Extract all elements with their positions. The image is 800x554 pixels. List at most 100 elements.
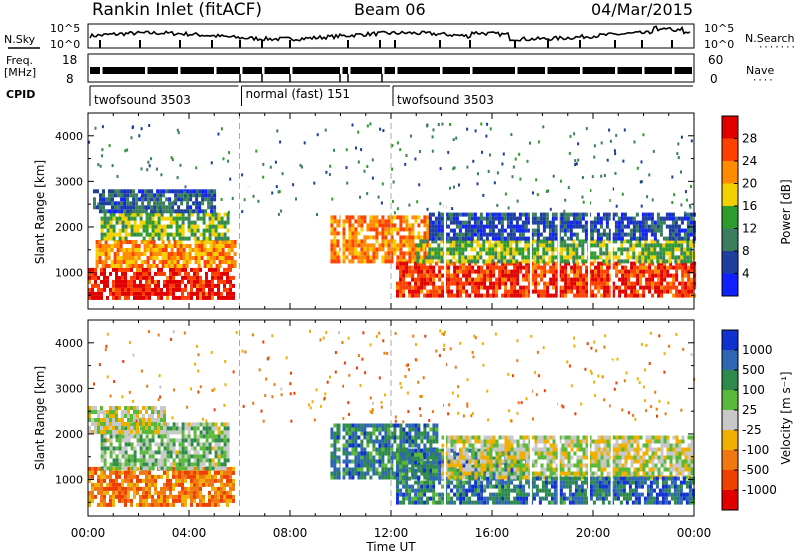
heatmap-cell <box>468 281 472 286</box>
heatmap-cell <box>473 239 477 244</box>
heatmap-cell <box>199 279 202 284</box>
heatmap-cell <box>357 423 361 428</box>
heatmap-cell <box>678 281 682 286</box>
heatmap-cell <box>494 243 498 248</box>
heatmap-cell <box>162 205 166 210</box>
heatmap-cell <box>465 265 469 270</box>
heatmap-cell <box>217 295 220 300</box>
heatmap-cell <box>160 228 164 233</box>
heatmap-cell <box>387 215 391 220</box>
heatmap-cell <box>183 209 187 214</box>
heatmap-cell <box>172 450 176 455</box>
heatmap-cell <box>399 431 403 436</box>
heatmap-cell <box>214 422 218 427</box>
heatmap-cell <box>453 452 457 457</box>
heatmap-cell <box>626 224 630 229</box>
heatmap-cell <box>594 293 598 298</box>
heatmap-cell <box>656 220 660 225</box>
heatmap-cell <box>366 251 370 256</box>
heatmap-cell <box>620 251 624 256</box>
heatmap-cell <box>426 460 430 465</box>
heatmap-cell <box>223 442 227 447</box>
heatmap-cell <box>390 243 394 248</box>
heatmap-cell <box>167 256 171 260</box>
heatmap-cell <box>123 197 127 202</box>
heatmap-cell <box>142 418 145 422</box>
heatmap-cell <box>456 285 460 290</box>
heatmap-cell <box>518 212 522 217</box>
heatmap-cell <box>190 454 194 459</box>
heatmap-cell <box>136 434 140 439</box>
heatmap-cell <box>106 466 110 471</box>
heatmap-cell <box>605 224 609 229</box>
heatmap-cell <box>336 447 340 452</box>
heatmap-cell <box>148 406 151 410</box>
heatmap-cell <box>624 265 628 270</box>
heatmap-cell <box>151 216 155 221</box>
heatmap-cell <box>187 279 190 284</box>
heatmap-cell <box>506 236 510 241</box>
heatmap-cell <box>566 247 570 252</box>
heatmap-cell <box>684 293 688 298</box>
heatmap-cell <box>441 496 445 501</box>
heatmap-cell <box>627 281 631 286</box>
heatmap-cell <box>494 247 498 252</box>
heatmap-cell <box>633 269 637 274</box>
heatmap-cell <box>199 482 202 487</box>
heatmap-cell <box>153 193 157 198</box>
heatmap-cell <box>372 443 376 448</box>
heatmap-cell <box>480 273 484 278</box>
heatmap-cell <box>214 224 218 229</box>
heatmap-cell <box>390 447 394 452</box>
heatmap-cell <box>194 252 198 256</box>
heatmap-cell <box>223 279 226 284</box>
heatmap-cell <box>189 197 193 202</box>
heatmap-cell <box>88 502 91 507</box>
heatmap-cell <box>103 478 106 483</box>
heatmap-cell <box>190 446 194 451</box>
heatmap-cell <box>641 220 645 225</box>
heatmap-cell <box>462 273 466 278</box>
heatmap-speck <box>351 123 354 127</box>
heatmap-cell <box>145 470 148 475</box>
heatmap-cell <box>614 220 618 225</box>
heatmap-cell <box>503 212 507 217</box>
heatmap-cell <box>168 201 172 206</box>
heatmap-cell <box>139 466 143 471</box>
heatmap-cell <box>345 219 349 224</box>
heatmap-cell <box>671 247 675 252</box>
heatmap-cell <box>148 462 152 467</box>
heatmap-cell <box>155 252 159 256</box>
heatmap-speck <box>194 203 197 206</box>
heatmap-cell <box>220 224 224 229</box>
heatmap-cell <box>482 216 486 221</box>
heatmap-cell <box>482 247 486 252</box>
heatmap-cell <box>187 291 190 296</box>
heatmap-cell <box>449 259 453 264</box>
heatmap-cell <box>205 470 208 475</box>
heatmap-cell <box>428 243 432 248</box>
heatmap-cell <box>121 446 125 451</box>
heatmap-speck <box>184 185 187 189</box>
radar-title: Rankin Inlet (fitACF) <box>92 0 262 20</box>
heatmap-cell <box>393 251 397 256</box>
heatmap-cell <box>437 232 441 237</box>
heatmap-cell <box>91 267 94 272</box>
heatmap-cell <box>196 462 200 467</box>
heatmap-cell <box>483 261 487 266</box>
heatmap-cell <box>522 265 526 270</box>
heatmap-cell <box>130 462 134 467</box>
heatmap-cell <box>632 232 636 237</box>
heatmap-cell <box>133 422 136 426</box>
heatmap-cell <box>199 458 203 463</box>
heatmap-cell <box>154 283 157 288</box>
heatmap-cell <box>440 251 444 256</box>
heatmap-cell <box>226 291 229 296</box>
heatmap-cell <box>396 289 399 294</box>
heatmap-cell <box>223 490 226 495</box>
heatmap-cell <box>629 247 633 252</box>
heatmap-cell <box>121 494 124 499</box>
heatmap-cell <box>105 209 108 214</box>
heatmap-cell <box>480 281 484 286</box>
heatmap-cell <box>434 216 438 221</box>
